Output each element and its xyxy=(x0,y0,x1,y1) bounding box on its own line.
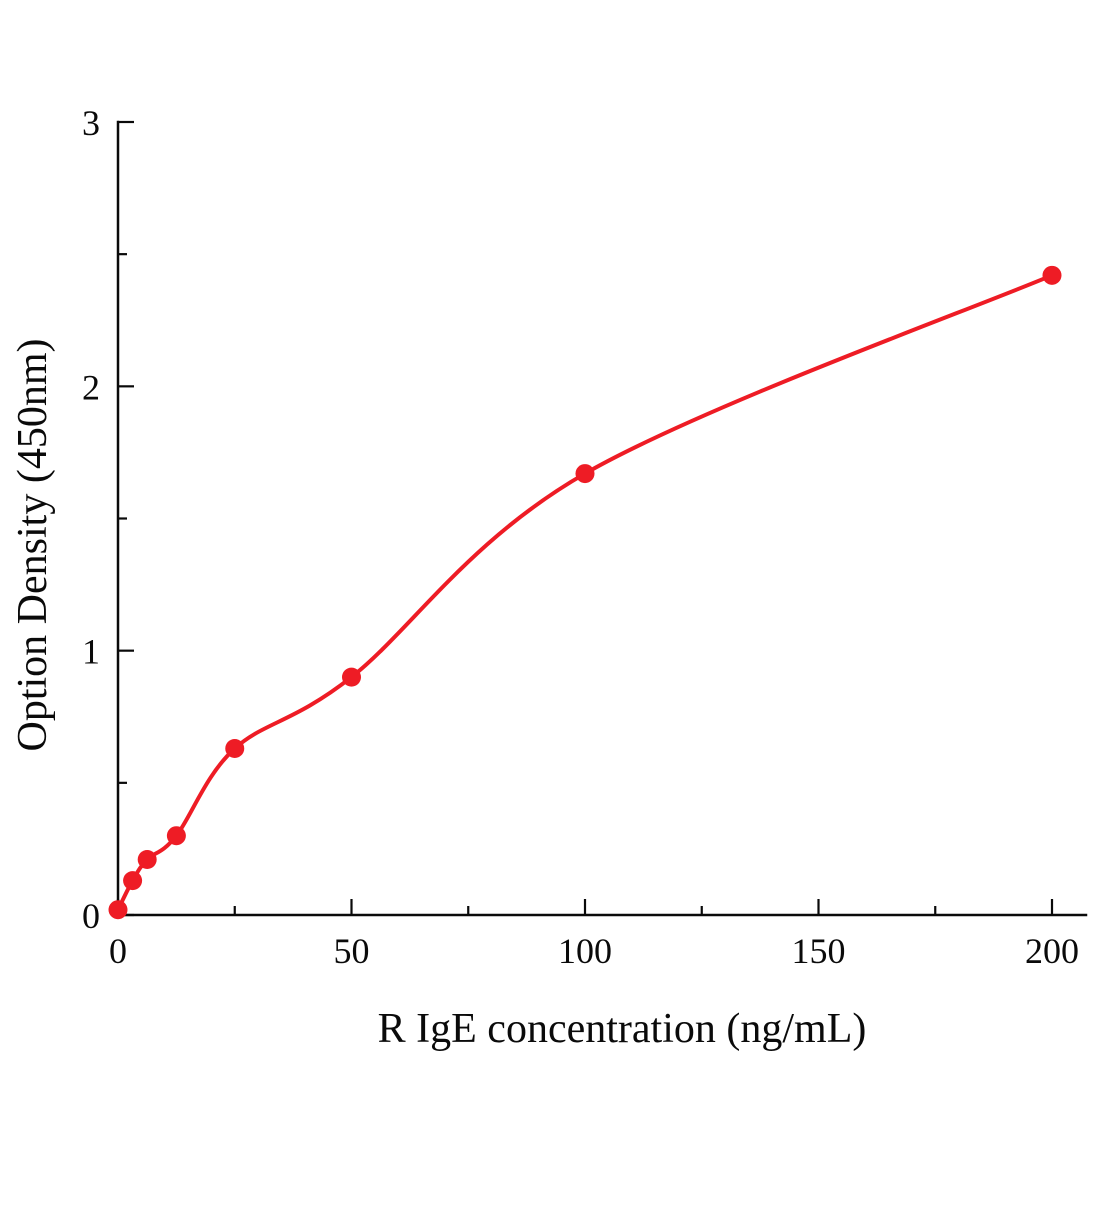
fit-curve xyxy=(116,273,1054,912)
y-axis-title: Option Density (450nm) xyxy=(10,339,56,752)
x-tick-label: 0 xyxy=(109,931,127,971)
y-tick-label: 0 xyxy=(82,896,100,936)
y-tick-label: 3 xyxy=(82,103,100,143)
data-point xyxy=(166,826,186,846)
data-point xyxy=(123,871,143,891)
x-axis-title: R IgE concentration (ng/mL) xyxy=(378,1006,867,1052)
y-tick-label: 1 xyxy=(82,632,100,672)
axes xyxy=(116,120,1088,917)
data-point xyxy=(575,464,595,484)
data-point xyxy=(1042,265,1062,285)
x-tick-label: 150 xyxy=(792,931,846,971)
y-tick-label: 2 xyxy=(82,367,100,407)
x-tick-label: 100 xyxy=(558,931,612,971)
data-point xyxy=(342,667,361,687)
data-point xyxy=(108,900,128,920)
data-point xyxy=(225,738,245,758)
data-series xyxy=(108,265,1062,920)
x-tick-label: 200 xyxy=(1025,931,1079,971)
tick-marks: 0 50 100 150 200 0 1 2 3 xyxy=(82,103,1079,971)
x-tick-label: 50 xyxy=(334,931,370,971)
data-point xyxy=(137,849,157,869)
